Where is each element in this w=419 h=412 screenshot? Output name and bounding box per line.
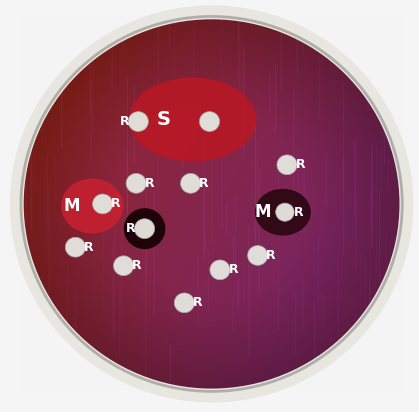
Text: R: R [229, 263, 238, 276]
Circle shape [277, 155, 297, 175]
Text: R: R [132, 259, 142, 272]
Circle shape [181, 173, 201, 193]
Text: R: R [111, 197, 121, 211]
Ellipse shape [62, 179, 122, 233]
Text: S: S [156, 110, 171, 129]
Circle shape [114, 256, 134, 276]
Ellipse shape [256, 190, 310, 235]
Circle shape [65, 237, 85, 257]
Text: R: R [193, 296, 202, 309]
Text: R: R [120, 115, 129, 128]
Text: R: R [84, 241, 93, 254]
Text: R: R [266, 249, 276, 262]
Circle shape [210, 260, 230, 280]
Text: R: R [294, 206, 303, 219]
Circle shape [126, 173, 146, 193]
Ellipse shape [130, 78, 256, 161]
Circle shape [276, 203, 294, 221]
Circle shape [199, 112, 220, 131]
Text: M: M [64, 197, 80, 215]
Circle shape [134, 219, 155, 239]
Text: M: M [254, 203, 271, 221]
Circle shape [174, 293, 194, 313]
Text: R: R [296, 158, 305, 171]
Text: R: R [199, 177, 209, 190]
Text: R: R [145, 177, 154, 190]
Circle shape [248, 246, 268, 265]
Circle shape [93, 194, 113, 214]
Circle shape [128, 112, 148, 131]
Circle shape [124, 209, 165, 248]
Text: R: R [127, 222, 136, 235]
